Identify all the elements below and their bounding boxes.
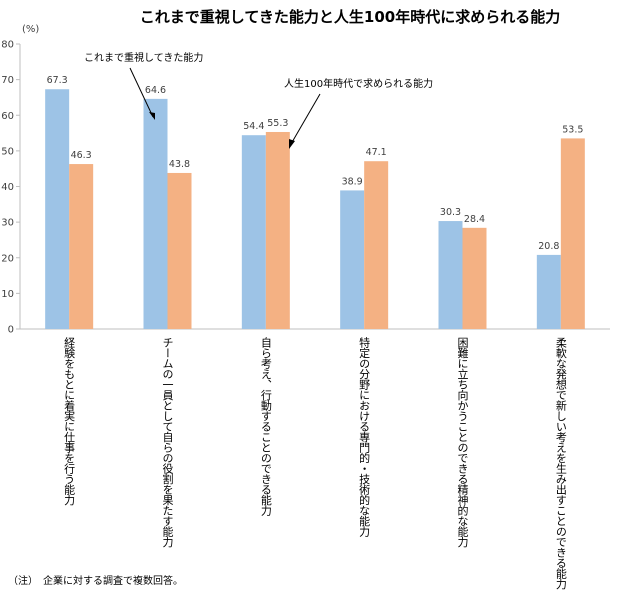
data-label: 30.3 xyxy=(440,207,461,218)
data-label: 20.8 xyxy=(538,241,559,252)
data-label: 46.3 xyxy=(71,150,92,161)
bar-series-1-cat-2 xyxy=(143,98,168,329)
bar-series-2-cat-6 xyxy=(560,138,585,329)
data-label: 28.4 xyxy=(464,214,485,225)
bar-series-2-cat-5 xyxy=(462,227,487,329)
bars-group xyxy=(45,89,585,330)
data-label: 64.6 xyxy=(145,85,166,96)
chart-title: これまで重視してきた能力と人生100年時代に求められる能力 xyxy=(140,8,560,26)
y-tick-label: 80 xyxy=(1,40,14,51)
series-callout-arrowhead-2 xyxy=(289,139,295,149)
bar-series-1-cat-6 xyxy=(536,254,561,329)
category-label: 柔軟な発想で新しい考えを生み出すことのできる能力 xyxy=(554,337,567,590)
y-tick-label: 60 xyxy=(1,111,14,122)
data-label: 43.8 xyxy=(169,159,190,170)
y-axis: 0 10 20 30 40 50 60 70 80 xyxy=(1,40,610,336)
y-axis-unit-label: (%) xyxy=(22,24,39,35)
y-tick-label: 10 xyxy=(1,289,14,300)
category-label: 困難に立ち向かうことのできる精神的な能力 xyxy=(456,337,469,548)
bar-series-2-cat-4 xyxy=(364,161,389,329)
bar-series-1-cat-5 xyxy=(438,221,463,329)
y-tick-label: 20 xyxy=(1,253,14,264)
category-label: チームの一員として自らの役割を果たす能力 xyxy=(161,337,174,547)
data-label: 53.5 xyxy=(562,124,583,135)
bar-series-1-cat-4 xyxy=(340,190,365,329)
data-labels-group: 67.3 46.3 64.6 43.8 54.4 55.3 38.9 47.1 30.328.4… xyxy=(47,75,584,252)
bar-series-2-cat-2 xyxy=(167,172,192,329)
series-callout-label-1: これまで重視してきた能力 xyxy=(84,51,203,64)
y-tick-label: 0 xyxy=(8,325,14,336)
category-label: 特定の分野における専門的・技術的な能力 xyxy=(358,336,371,537)
series-callout-arrow-1 xyxy=(129,67,154,118)
y-tick-label: 40 xyxy=(1,182,14,193)
bar-series-1-cat-3 xyxy=(241,135,266,329)
data-label: 67.3 xyxy=(47,75,68,86)
y-tick-label: 50 xyxy=(1,146,14,157)
data-label: 47.1 xyxy=(366,147,387,158)
series-callout-arrowhead-1 xyxy=(149,112,155,120)
bar-series-2-cat-3 xyxy=(265,131,290,329)
category-labels-group: 経験をもとに着実に仕事を行う能力 チームの一員として自らの役割を果たす能力 自ら考え… xyxy=(63,336,568,590)
category-label: 自ら考え、行動することのできる能力 xyxy=(259,337,272,516)
category-label: 経験をもとに着実に仕事を行う能力 xyxy=(63,337,76,506)
y-tick-label: 70 xyxy=(1,75,14,86)
data-label: 55.3 xyxy=(267,118,288,129)
bar-series-1-cat-1 xyxy=(45,89,70,330)
series-callout-arrow-2 xyxy=(290,93,321,145)
series-callout-label-2: 人生100年時代で求められる能力 xyxy=(284,77,433,90)
data-label: 54.4 xyxy=(243,121,264,132)
data-label: 38.9 xyxy=(342,176,363,187)
y-tick-label: 30 xyxy=(1,218,14,229)
footnote: （注） 企業に対する調査で複数回答。 xyxy=(8,574,183,587)
bar-series-2-cat-1 xyxy=(69,164,94,329)
